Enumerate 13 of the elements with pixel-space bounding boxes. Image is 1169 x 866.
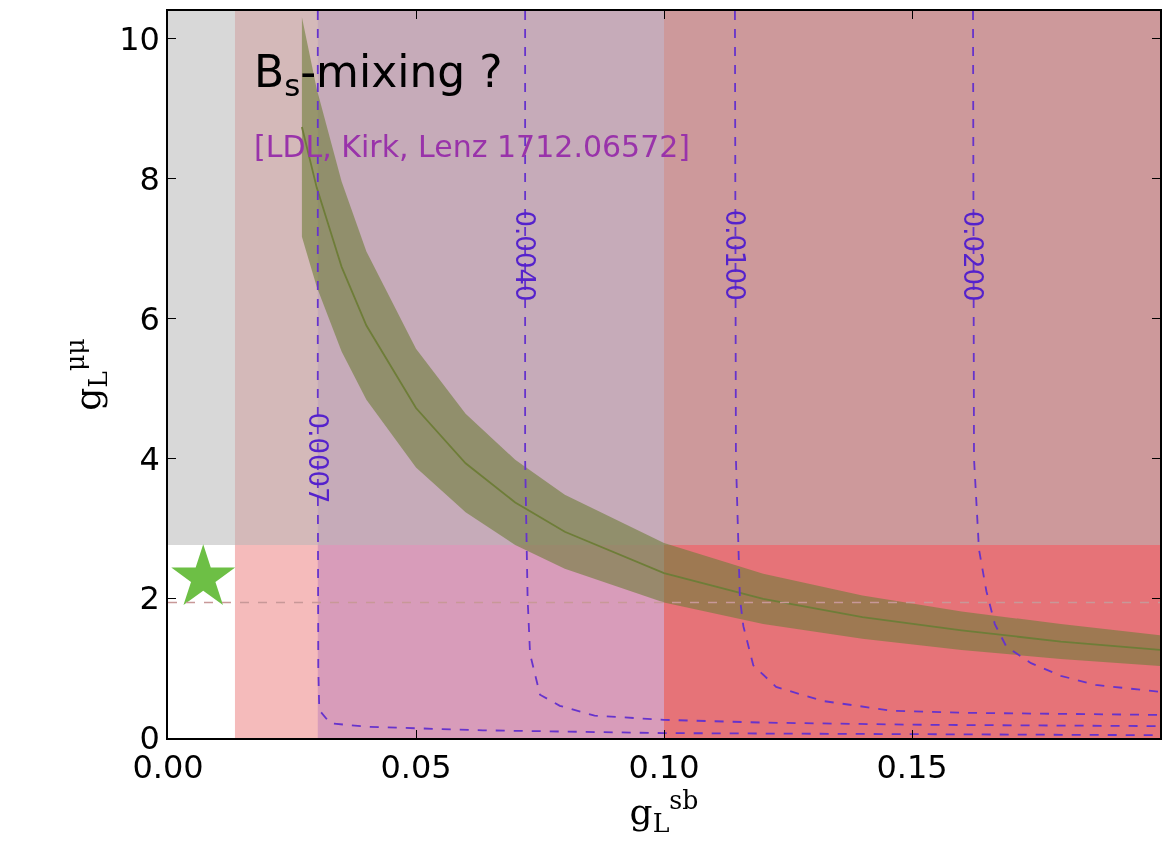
x-tick-label: 0.05 <box>380 748 452 787</box>
y-tick-label: 2 <box>139 579 160 618</box>
y-tick-label: 8 <box>139 159 160 198</box>
annotation: 0.0040 <box>509 210 540 302</box>
annotation: 0.0007 <box>303 412 334 504</box>
y-tick-label: 4 <box>139 439 160 478</box>
y-tick-label: 6 <box>139 299 160 338</box>
annotation: B$_{s}$-mixing ? <box>254 46 503 104</box>
annotation: 0.0100 <box>719 209 750 301</box>
x-tick-label: 0.15 <box>876 748 948 787</box>
y-tick-label: 10 <box>119 20 160 59</box>
annotation: 0.0200 <box>957 210 988 302</box>
x-tick-label: 0.10 <box>628 748 700 787</box>
